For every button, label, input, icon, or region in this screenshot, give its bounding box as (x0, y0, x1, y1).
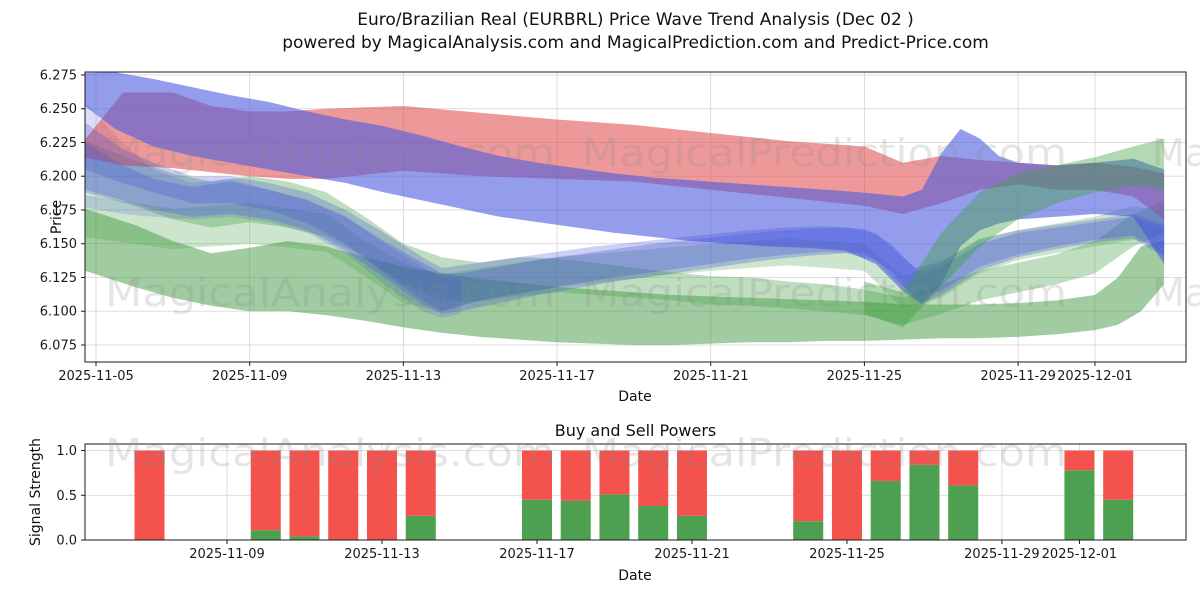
power-chart: 2025-11-09 2025-11-13 2025-11-17 2025-11-21… (56, 443, 1187, 562)
x-tick-label: 2025-11-09 (212, 369, 288, 384)
watermark-analysis: MagicalAnalysis.com (105, 271, 555, 315)
band-green-rising-right-band (864, 138, 1165, 328)
band-green-lower-band (85, 208, 1165, 345)
band-blue-ribbon-2 (85, 122, 1165, 312)
band-blue-ribbon-1 (85, 142, 1165, 314)
bar-sell-2025-11-18 (560, 450, 591, 501)
watermark-analysis: MagicalAnalysis.com (105, 131, 555, 175)
bar-buy-2025-11-18 (560, 500, 591, 540)
bar-sell-2025-11-14 (405, 450, 436, 516)
x-tick-label: 2025-11-17 (519, 369, 595, 384)
bar-buy-2025-12-01 (1064, 470, 1095, 540)
bar-buy-2025-11-27 (909, 464, 940, 540)
watermark-prediction: MagicalPrediction.com (582, 131, 1067, 175)
bar-buy-2025-11-10 (250, 530, 281, 540)
x-tick-label: 2025-12-01 (1042, 547, 1118, 562)
bar-sell-2025-11-20 (638, 450, 669, 507)
x-tick-label: 2025-11-25 (827, 369, 903, 384)
band-blue-main-band (85, 72, 1165, 305)
bar-sell-2025-11-07 (134, 450, 165, 540)
bar-buy-2025-11-28 (948, 485, 979, 540)
date-axis-label-bottom: Date (618, 568, 652, 584)
bar-sell-2025-11-21 (676, 450, 707, 516)
bar-sell-2025-11-10 (250, 450, 281, 531)
plot-frame (84, 443, 1187, 541)
bar-sell-2025-11-26 (870, 450, 901, 481)
bar-buy-2025-11-26 (870, 480, 901, 540)
y-tick-label: 1.0 (56, 444, 77, 459)
bar-sell-2025-11-13 (366, 450, 398, 540)
bar-sell-2025-11-28 (948, 450, 979, 486)
bar-sell-2025-11-11 (289, 450, 320, 537)
watermarks: MagicalAnalysis.com MagicalPrediction.com… (105, 131, 1200, 475)
date-axis-label-top: Date (618, 389, 652, 405)
y-tick-label: 6.125 (40, 271, 77, 286)
bar-buy-2025-11-21 (676, 515, 707, 540)
x-tick-label: 2025-11-29 (980, 369, 1056, 384)
x-tick-label: 2025-11-05 (58, 369, 134, 384)
bar-sell-2025-12-02 (1103, 450, 1134, 500)
x-tick-label: 2025-11-29 (964, 547, 1040, 562)
power-chart-title: Buy and Sell Powers (554, 421, 717, 440)
y-tick-label: 0.0 (56, 534, 77, 549)
watermark-prediction: MagicalPrediction.com (582, 431, 1067, 475)
y-tick-label: 6.100 (40, 305, 77, 320)
band-blue-left-fan (85, 102, 461, 318)
x-tick-label: 2025-11-21 (654, 547, 730, 562)
bar-sell-2025-11-12 (328, 450, 359, 540)
x-tick-label: 2025-11-25 (809, 547, 885, 562)
y-tick-label: 6.200 (40, 170, 77, 185)
bar-sell-2025-11-17 (521, 450, 552, 500)
y-tick-label: 6.275 (40, 68, 77, 83)
price-bands (85, 72, 1165, 345)
bar-buy-2025-11-20 (638, 506, 669, 540)
y-tick-label: 6.075 (40, 338, 77, 353)
y-tick-label: 0.5 (56, 489, 77, 504)
watermark-analysis: MagicalAnalysis.com (105, 431, 555, 475)
y-tick-label: 6.175 (40, 203, 77, 218)
x-tick-label: 2025-11-13 (366, 369, 442, 384)
price-chart: 2025-11-05 2025-11-09 2025-11-13 2025-11-17… (40, 68, 1187, 384)
y-tick-label: 6.225 (40, 136, 77, 151)
x-tick-label: 2025-11-09 (189, 547, 265, 562)
bar-buy-2025-12-02 (1103, 499, 1134, 540)
bar-sell-2025-11-27 (909, 450, 940, 465)
x-tick-label: 2025-11-17 (499, 547, 575, 562)
x-tick-label: 2025-12-01 (1057, 369, 1133, 384)
bar-buy-2025-11-14 (405, 515, 436, 540)
bar-buy-2025-11-24 (793, 521, 824, 540)
x-tick-label: 2025-11-13 (344, 547, 420, 562)
price-axis-label: Price (49, 199, 65, 235)
plot-frame (84, 71, 1187, 363)
band-green-upper-left-band (85, 141, 1165, 325)
y-tick-label: 6.250 (40, 102, 77, 117)
bar-sell-2025-11-24 (793, 450, 824, 522)
y-tick-label: 6.150 (40, 237, 77, 252)
watermark-edge: MagicalAnalysis.com (1152, 131, 1200, 175)
bar-sell-2025-11-25 (831, 450, 862, 540)
watermark-edge: MagicalAnalysis.com (1152, 271, 1200, 315)
x-tick-label: 2025-11-21 (673, 369, 749, 384)
chart-subtitle: powered by MagicalAnalysis.com and Magic… (282, 33, 989, 53)
watermark-prediction: MagicalPrediction.com (582, 271, 1067, 315)
signal-strength-axis-label: Signal Strength (28, 437, 44, 547)
bar-sell-2025-12-01 (1064, 450, 1095, 471)
bar-buy-2025-11-17 (521, 499, 552, 540)
bar-sell-2025-11-19 (599, 450, 630, 495)
bar-buy-2025-11-11 (289, 536, 320, 540)
chart-title: Euro/Brazilian Real (EURBRL) Price Wave … (357, 10, 914, 30)
bar-buy-2025-11-19 (599, 494, 630, 540)
